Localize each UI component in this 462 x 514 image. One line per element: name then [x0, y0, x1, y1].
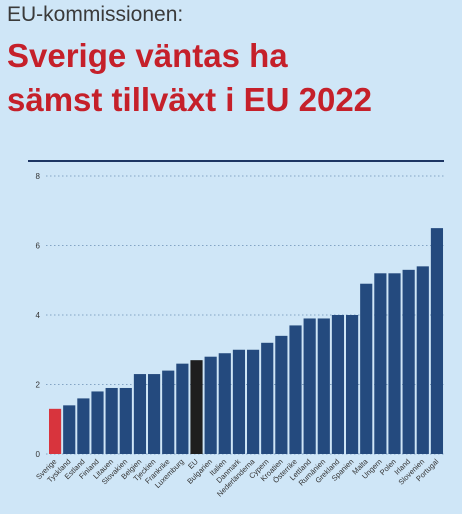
bar-cypern: [261, 342, 274, 454]
bar-luxemburg: [176, 363, 189, 454]
header: EU-kommissionen: Sverige väntas ha sämst…: [7, 2, 457, 122]
bar-malta: [360, 283, 373, 454]
bar-finland: [91, 391, 104, 454]
y-tick-label: 8: [36, 172, 41, 181]
bar-frankrike: [162, 370, 175, 454]
bar-tjeckien: [148, 374, 161, 454]
bar-slovenien: [416, 266, 429, 454]
bar-tyskland: [63, 405, 76, 454]
divider-rule: [28, 160, 444, 162]
bar-sverige: [49, 408, 62, 454]
bar-estland: [77, 398, 90, 454]
bar-nederländerna: [247, 349, 260, 454]
bar-litauen: [105, 387, 118, 454]
bar-danmark: [232, 349, 246, 454]
kicker-text: EU-kommissionen:: [7, 3, 184, 26]
bar-spanien: [346, 315, 359, 454]
bar-lettland: [303, 318, 316, 454]
headline-line-1: Sverige väntas ha: [7, 37, 288, 74]
bar-portugal: [430, 228, 444, 455]
bar-chart: 0 2 4 6 8 SverigeTysklandEstlandFinlandLitau…: [34, 172, 444, 499]
bar-grekland: [331, 315, 345, 454]
y-tick-label: 2: [36, 381, 41, 390]
bars: [49, 228, 444, 455]
bar-österrike: [289, 325, 302, 454]
bar-italien: [218, 353, 231, 454]
bar-bulgarien: [204, 356, 217, 454]
bar-polen: [388, 273, 401, 454]
y-axis-ticks: 0 2 4 6 8: [36, 172, 41, 459]
bar-slovakien: [119, 387, 132, 454]
headline: Sverige väntas ha sämst tillväxt i EU 20…: [7, 34, 457, 122]
x-axis-labels: SverigeTysklandEstlandFinlandLitauenSlov…: [34, 456, 440, 498]
bar-rumänien: [317, 318, 330, 454]
headline-line-2: sämst tillväxt i EU 2022: [7, 81, 373, 118]
bar-kroatien: [275, 335, 288, 454]
y-tick-label: 4: [36, 311, 41, 320]
bar-irland: [402, 269, 415, 454]
y-tick-label: 0: [36, 450, 41, 459]
bar-ungern: [374, 273, 387, 454]
bar-eu: [190, 360, 203, 454]
y-tick-label: 6: [36, 242, 41, 251]
bar-belgien: [133, 374, 147, 454]
